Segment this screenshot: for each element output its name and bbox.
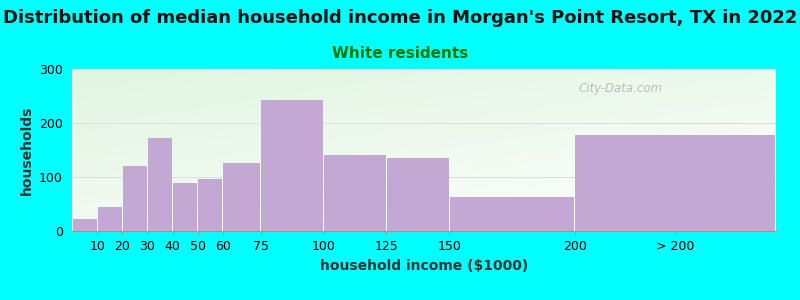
Bar xyxy=(223,163,260,231)
Bar xyxy=(123,166,147,231)
Bar xyxy=(173,184,197,231)
Bar xyxy=(98,207,122,231)
Bar xyxy=(387,158,449,231)
X-axis label: household income ($1000): household income ($1000) xyxy=(320,259,528,273)
Bar xyxy=(261,100,323,231)
Bar xyxy=(450,197,574,231)
Y-axis label: households: households xyxy=(19,105,34,195)
Bar xyxy=(324,155,386,231)
Text: White residents: White residents xyxy=(332,46,468,62)
Text: City-Data.com: City-Data.com xyxy=(579,82,663,95)
Bar xyxy=(73,219,97,231)
Bar xyxy=(198,178,222,231)
Bar xyxy=(575,135,775,231)
Text: Distribution of median household income in Morgan's Point Resort, TX in 2022: Distribution of median household income … xyxy=(3,9,797,27)
Bar xyxy=(148,138,172,231)
